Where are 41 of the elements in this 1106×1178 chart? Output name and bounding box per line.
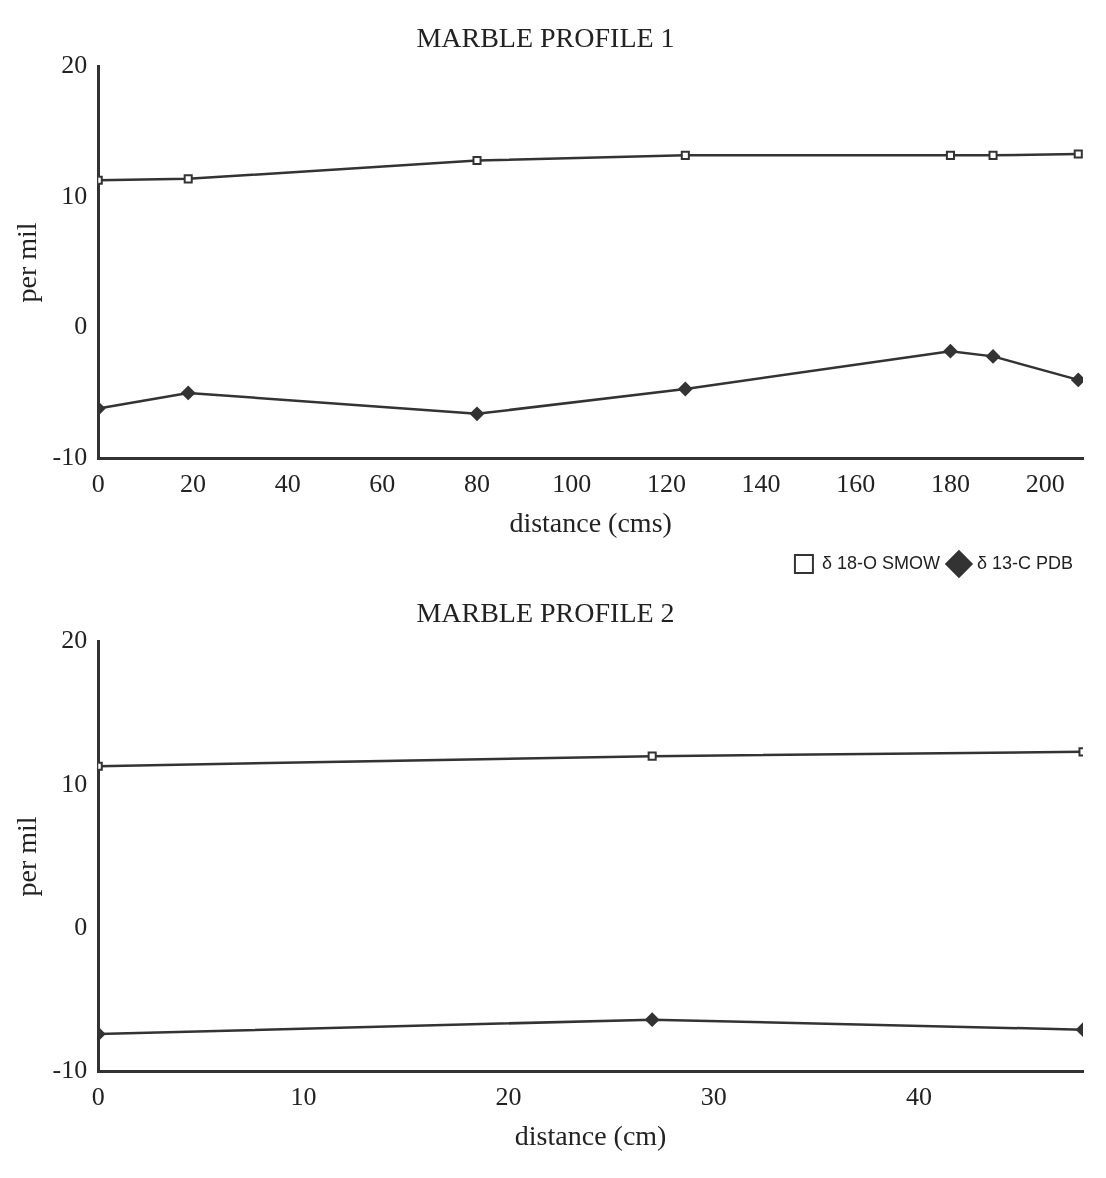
x-tick-label: 180 [930, 468, 970, 498]
legend-label: δ 13-C PDB [976, 552, 1073, 573]
y-tick-label: 10 [61, 768, 88, 798]
point [183, 174, 193, 184]
point [472, 156, 482, 166]
y-tick-label: 10 [61, 180, 88, 210]
x-tick-label: 140 [741, 468, 781, 498]
x-tick-label: 100 [552, 468, 592, 498]
point [986, 349, 1001, 364]
chart-title: MARBLE PROFILE 2 [416, 597, 675, 629]
y-axis-title: per mil [11, 816, 43, 897]
y-tick-label: -10 [52, 1055, 88, 1085]
x-tick-label: 120 [646, 468, 686, 498]
x-tick-label: 40 [905, 1081, 932, 1111]
x-tick-label: 60 [369, 468, 396, 498]
y-tick-label: 0 [74, 311, 88, 341]
y-tick-label: 20 [61, 625, 88, 655]
point [943, 344, 958, 359]
point [945, 150, 955, 160]
x-tick-label: 20 [179, 468, 206, 498]
x-tick-label: 200 [1025, 468, 1065, 498]
point [1073, 149, 1083, 159]
x-tick-label: 40 [274, 468, 301, 498]
point [680, 150, 690, 160]
chart-title: MARBLE PROFILE 1 [416, 22, 675, 54]
x-tick-label: 30 [700, 1081, 727, 1111]
legend-label: δ 18-O SMOW [821, 552, 940, 573]
y-tick-label: 20 [61, 50, 88, 80]
point [678, 382, 693, 397]
x-axis-title: distance (cm) [514, 1119, 667, 1151]
x-tick-label: 10 [290, 1081, 317, 1111]
x-axis-title: distance (cms) [509, 506, 672, 538]
y-axis-title: per mil [11, 222, 43, 303]
point [181, 385, 196, 400]
y-tick-label: -10 [52, 442, 88, 472]
x-tick-label: 80 [464, 468, 491, 498]
x-tick-label: 160 [836, 468, 876, 498]
point [470, 406, 485, 421]
x-tick-label: 20 [495, 1081, 522, 1111]
point [988, 150, 998, 160]
y-tick-label: 0 [74, 911, 88, 941]
